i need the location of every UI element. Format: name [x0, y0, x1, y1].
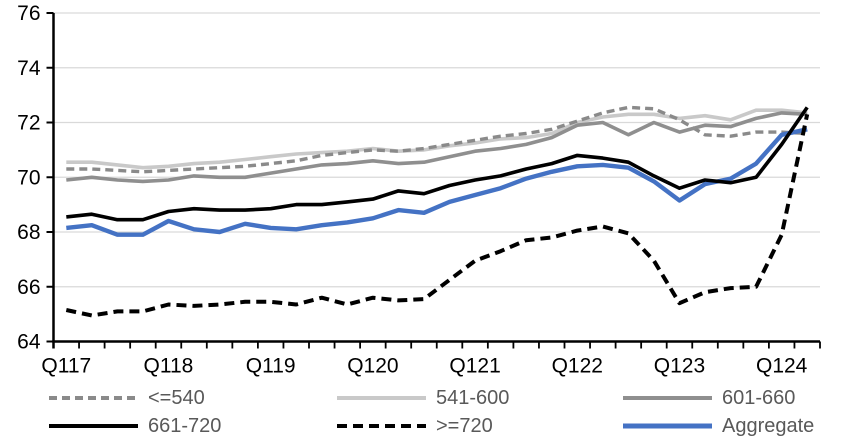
series-line-le540 — [66, 105, 808, 174]
series-line-661-720 — [66, 106, 809, 222]
legend-item-541-600: 541-600 — [336, 385, 509, 411]
legend-label-601-660: 601-660 — [722, 387, 796, 409]
y-axis-label: 76 — [17, 2, 40, 25]
legend-swatch-aggregate — [623, 423, 712, 429]
legend-swatch-661-720 — [49, 424, 138, 428]
legend-swatch-le540 — [49, 396, 138, 400]
legend-swatch-601-660 — [623, 396, 712, 400]
legend-label-le540: <=540 — [148, 387, 205, 409]
y-axis-label: 68 — [17, 221, 40, 244]
legend-swatch-ge720 — [337, 424, 426, 428]
series-line-601-660 — [66, 111, 808, 184]
legend-label-541-600: 541-600 — [436, 387, 510, 409]
y-axis-label: 74 — [17, 57, 41, 80]
x-axis-label: Q118 — [144, 355, 194, 378]
y-axis-label: 64 — [17, 331, 41, 354]
legend-item-le540: <=540 — [48, 385, 205, 411]
x-axis-label: Q117 — [41, 355, 91, 378]
legend-item-aggregate: Aggregate — [622, 413, 814, 439]
legend-label-aggregate: Aggregate — [722, 415, 815, 437]
legend-label-661-720: 661-720 — [148, 415, 222, 437]
x-axis-label: Q123 — [654, 355, 705, 378]
series-line-aggregate — [66, 127, 808, 237]
series-line-ge720 — [65, 113, 810, 318]
legend-item-ge720: >=720 — [336, 413, 493, 439]
x-axis-label: Q124 — [756, 355, 808, 378]
x-axis-label: Q119 — [246, 355, 296, 378]
legend-swatch-541-600 — [337, 396, 426, 400]
x-axis-label: Q122 — [552, 355, 603, 378]
legend-label-ge720: >=720 — [436, 415, 493, 437]
x-axis-label: Q121 — [449, 355, 500, 378]
y-axis-label: 72 — [17, 112, 40, 135]
x-axis-label: Q120 — [347, 355, 398, 378]
y-axis-label: 70 — [17, 166, 40, 189]
y-axis-label: 66 — [17, 276, 40, 299]
legend-item-661-720: 661-720 — [48, 413, 221, 439]
legend-item-601-660: 601-660 — [622, 385, 795, 411]
